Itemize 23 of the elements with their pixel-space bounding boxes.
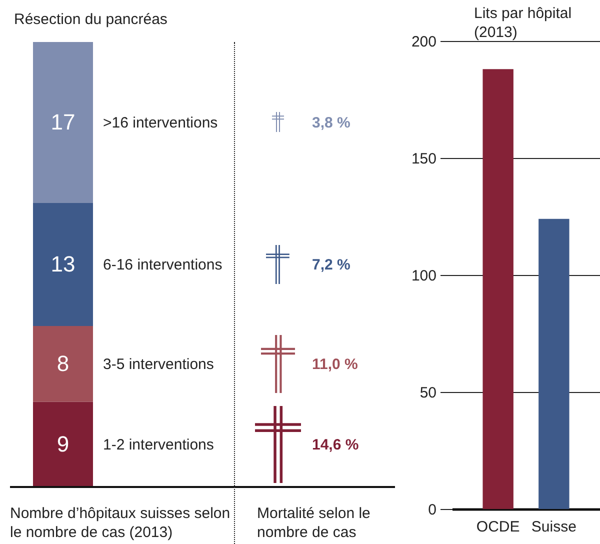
y-tick-label: 200 [411,34,436,50]
text: Mortalité selon le nombre de cas [257,504,372,542]
data-label: 13 [50,252,76,276]
y-tick-label: 0 [428,502,436,518]
text: 11,0 % [312,356,358,373]
text: 7,2 % [312,256,350,274]
x-tick-label: Suisse [531,518,576,536]
y-tick-label: 50 [420,384,436,402]
text: 14,6 % [312,436,359,454]
series-label: 1-2 interventions [103,436,214,454]
y-tick-label: 100 [411,268,436,284]
data-label: 8 [56,350,70,376]
series-label: >16 interventions [103,114,218,132]
series-label: 3-5 interventions [103,356,214,373]
chart-title: Lits par hôpital (2013) [474,4,573,42]
y-tick-label: 150 [411,150,436,168]
chart-title: Résection du pancréas [14,10,168,29]
text: 3,8 % [312,114,350,132]
series-label: 6-16 interventions [103,256,222,274]
x-tick-label: OCDE [476,518,520,536]
data-label: 17 [50,109,76,134]
data-label: 9 [56,431,70,456]
x-axis-title: Nombre d’hôpitaux suisses selon le nombre de cas (2013) [10,504,232,542]
